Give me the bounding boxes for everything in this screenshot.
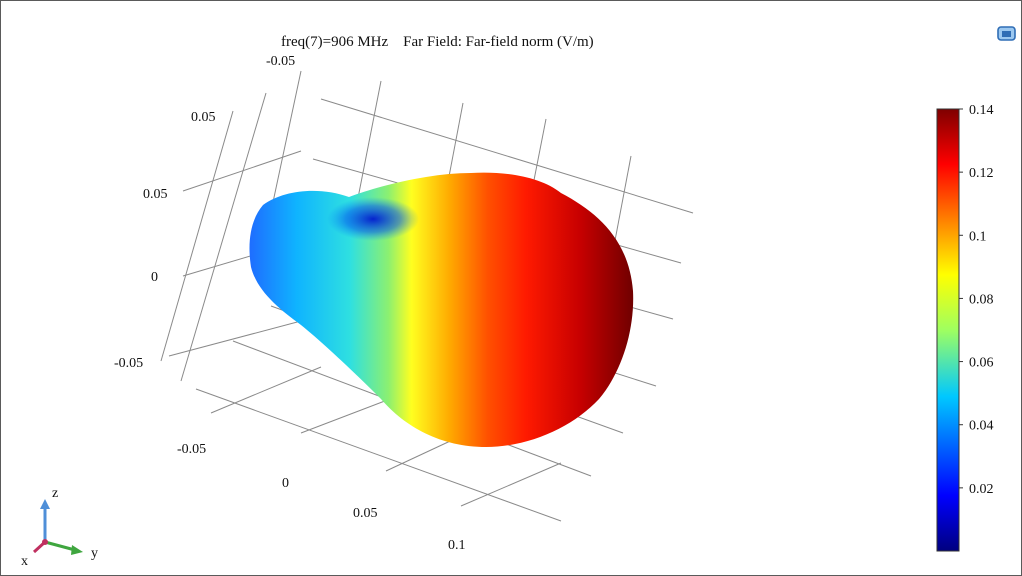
far-field-dimple — [327, 197, 419, 241]
colorbar-tick-label: 0.06 — [969, 356, 994, 371]
colorbar-tick-label: 0.1 — [969, 229, 987, 244]
y-tick-label: -0.05 — [266, 54, 295, 69]
x-tick-label: 0.05 — [353, 506, 378, 521]
colorbar-gradient — [936, 108, 960, 552]
triad-label-y: y — [91, 546, 98, 561]
colorbar-tick-label: 0.02 — [969, 482, 994, 497]
view-screen-icon[interactable] — [996, 23, 1018, 45]
x-tick-label: 0.1 — [448, 538, 466, 553]
plot-title: freq(7)=906 MHz Far Field: Far-field nor… — [281, 34, 594, 50]
tick-labels: 0.05 -0.05 0.05 0 -0.05 -0.05 0 0.05 0.1 — [114, 54, 466, 553]
triad-y-axis — [44, 540, 76, 552]
colorbar-tick-label: 0.08 — [969, 292, 994, 307]
triad-label-z: z — [52, 486, 58, 501]
axis-triad: z x y — [21, 486, 98, 569]
x-tick-label: 0 — [282, 476, 289, 491]
triad-z-arrowhead — [40, 499, 50, 509]
colorbar: 0.14 0.12 0.1 0.08 0.06 0.04 0.02 — [936, 103, 994, 552]
colorbar-tick-label: 0.14 — [969, 103, 994, 118]
triad-origin — [42, 539, 48, 545]
colorbar-tick-label: 0.12 — [969, 166, 994, 181]
far-field-surface — [249, 172, 634, 447]
far-field-lobe — [249, 172, 634, 447]
z-tick-label: 0.05 — [143, 187, 168, 202]
colorbar-tick-label: 0.04 — [969, 419, 994, 434]
triad-y-arrowhead — [71, 545, 83, 555]
z-tick-label: 0.05 — [191, 110, 216, 125]
x-tick-label: -0.05 — [177, 442, 206, 457]
triad-label-x: x — [21, 554, 28, 569]
z-tick-label: 0 — [151, 270, 158, 285]
z-tick-label: -0.05 — [114, 356, 143, 371]
